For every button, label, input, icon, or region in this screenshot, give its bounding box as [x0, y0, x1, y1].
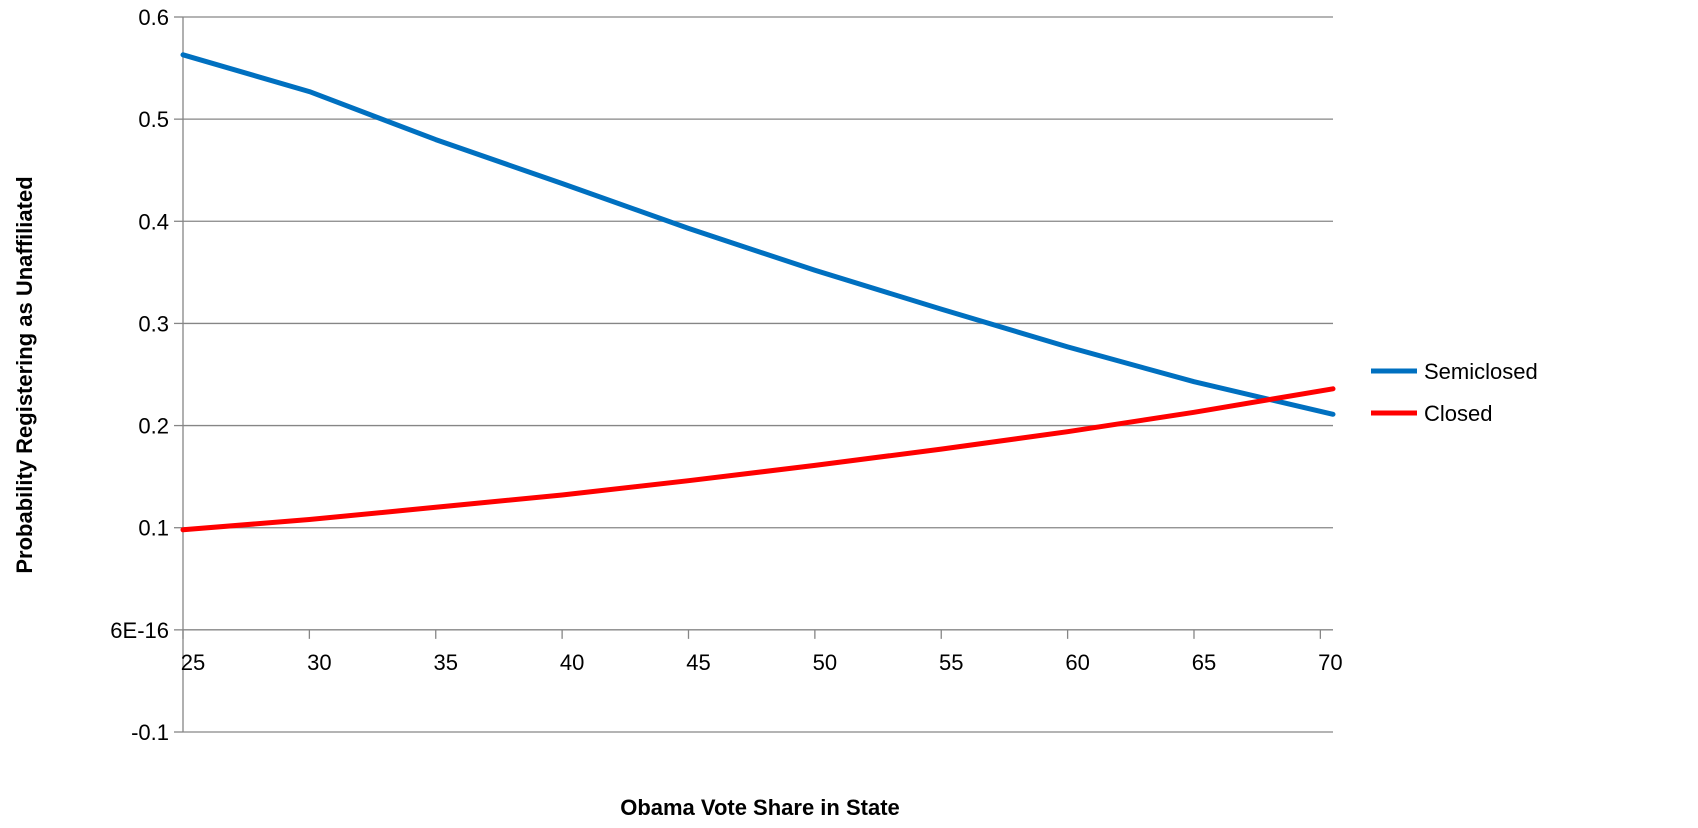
x-axis-tick-labels: 25 30 35 40 45 50 55 60 65 70 — [181, 650, 1343, 675]
legend-label-semiclosed: Semiclosed — [1424, 359, 1538, 384]
legend-label-closed: Closed — [1424, 401, 1492, 426]
y-tick-label: 0.2 — [138, 414, 169, 439]
x-tick-label: 55 — [939, 650, 963, 675]
x-tick-label: 45 — [686, 650, 710, 675]
x-tick-label: 70 — [1318, 650, 1342, 675]
x-tick-label: 40 — [560, 650, 584, 675]
x-tick-label: 35 — [434, 650, 458, 675]
axes — [174, 16, 1333, 733]
x-tick-label: 60 — [1065, 650, 1089, 675]
y-tick-label: 0.4 — [138, 209, 169, 234]
y-axis-title: Probability Registering as Unaffiliated — [12, 176, 37, 573]
y-tick-label: 6E-16 — [110, 618, 169, 643]
x-tick-label: 65 — [1192, 650, 1216, 675]
y-tick-label: 0.5 — [138, 107, 169, 132]
x-axis-title: Obama Vote Share in State — [620, 795, 900, 820]
y-tick-label: -0.1 — [131, 720, 169, 745]
y-tick-label: 0.3 — [138, 311, 169, 336]
y-tick-label: 0.1 — [138, 516, 169, 541]
series-line-semiclosed — [180, 52, 1336, 417]
x-tick-label: 25 — [181, 650, 205, 675]
y-axis-tick-labels: 0.6 0.5 0.4 0.3 0.2 0.1 6E-16 -0.1 — [110, 5, 169, 745]
x-tick-label: 30 — [307, 650, 331, 675]
y-tick-label: 0.6 — [138, 5, 169, 30]
series-line-closed — [180, 386, 1336, 533]
legend: Semiclosed Closed — [1371, 359, 1538, 426]
x-tick-label: 50 — [813, 650, 837, 675]
series-lines — [180, 52, 1336, 533]
